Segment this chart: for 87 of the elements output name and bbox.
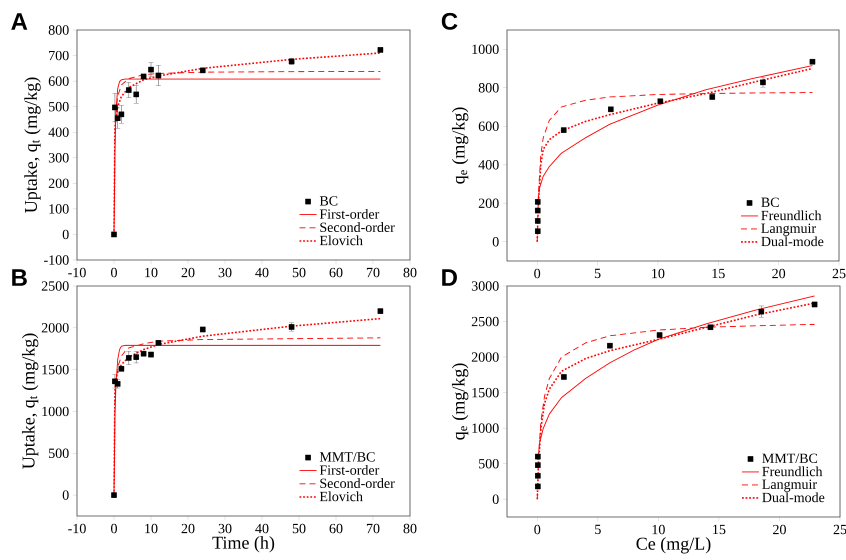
y-tick-label: 0 — [62, 490, 69, 500]
y-tick-label: 1500 — [42, 364, 69, 374]
x-axis-title: Ce (mg/L) — [636, 537, 710, 554]
x-tick-label: 80 — [404, 524, 416, 534]
text: C — [442, 12, 458, 30]
y-tick-label: 200 — [48, 178, 69, 188]
y-axis-title: q$_{e}$ (mg/kg) — [452, 107, 468, 184]
y-axis-title: Uptake, q$_{t}$ (mg/kg) — [22, 334, 38, 469]
x-tick-label: 10 — [652, 268, 664, 278]
x-tick-label: 20 — [182, 524, 194, 534]
y-tick-label: 400 — [48, 127, 69, 137]
legend-label: Freundlich — [762, 466, 822, 476]
x-tick-label: 10 — [145, 268, 158, 278]
x-tick-label: 15 — [713, 524, 726, 534]
y-tick-label: 0 — [492, 494, 499, 504]
legend-label: Second-order — [320, 478, 395, 488]
y-tick-label: 1000 — [472, 44, 499, 54]
y-tick-label: 100 — [49, 204, 69, 214]
x-tick-label: 20 — [773, 524, 786, 534]
legend-label: Dual-mode — [762, 492, 824, 502]
x-axis-title: Time (h) — [212, 536, 274, 552]
legend-label: Second-order — [320, 222, 395, 232]
x-tick-label: 25 — [832, 268, 846, 278]
legend-label: Elovich — [320, 235, 363, 246]
y-axis-title: q$_{e}$ (mg/kg) — [452, 363, 468, 440]
y-tick-label: 1000 — [42, 406, 69, 416]
x-tick-label: 25 — [834, 524, 846, 534]
y-tick-label: 0 — [62, 230, 69, 240]
text: A — [11, 13, 28, 30]
text: B — [12, 269, 27, 286]
x-tick-label: 20 — [772, 268, 786, 278]
y-tick-label: 2000 — [42, 323, 69, 333]
legend-label: BC — [761, 198, 779, 208]
legend-label: BC — [320, 196, 338, 206]
x-tick-label: 0 — [111, 268, 117, 278]
y-tick-label: 500 — [49, 448, 69, 458]
x-tick-label: 5 — [595, 524, 601, 534]
x-tick-label: -10 — [68, 524, 86, 534]
legend-label: Langmuir — [762, 480, 817, 492]
legend-label: MMT/BC — [320, 452, 375, 462]
y-tick-label: 0 — [492, 237, 499, 246]
x-tick-label: 60 — [330, 524, 342, 534]
x-tick-label: -10 — [68, 268, 86, 278]
x-tick-label: 5 — [594, 268, 601, 278]
x-tick-label: 10 — [145, 524, 158, 534]
y-tick-label: 2500 — [42, 281, 69, 291]
x-tick-label: 15 — [712, 268, 725, 278]
x-tick-label: 30 — [218, 524, 232, 534]
x-tick-label: 30 — [218, 268, 232, 278]
y-tick-label: 500 — [479, 458, 499, 468]
x-tick-label: 50 — [292, 524, 306, 534]
x-tick-label: 10 — [652, 524, 665, 534]
y-tick-label: 200 — [478, 198, 499, 208]
y-tick-label: 800 — [48, 25, 69, 35]
y-tick-label: 500 — [49, 102, 69, 112]
x-tick-label: 50 — [292, 268, 306, 278]
x-tick-label: 0 — [534, 524, 540, 534]
y-tick-label: -100 — [44, 255, 69, 265]
legend-label: MMT/BC — [762, 454, 818, 464]
y-tick-label: 600 — [48, 76, 69, 86]
x-tick-label: 0 — [111, 524, 117, 534]
x-tick-label: 40 — [255, 524, 268, 534]
legend-label: First-order — [320, 208, 380, 219]
y-tick-label: 1500 — [472, 388, 499, 398]
x-tick-label: 60 — [330, 268, 342, 278]
text: D — [442, 269, 457, 286]
legend-label: Elovich — [320, 491, 363, 502]
legend-label: First-order — [320, 464, 380, 475]
x-tick-label: 80 — [404, 268, 416, 278]
legend-label: Dual-mode — [761, 236, 824, 246]
x-tick-label: 20 — [182, 268, 194, 278]
x-tick-label: 70 — [366, 524, 380, 534]
x-tick-label: 70 — [366, 268, 380, 278]
x-tick-label: 40 — [255, 268, 268, 278]
y-tick-label: 1000 — [472, 423, 499, 433]
y-tick-label: 800 — [478, 83, 499, 92]
y-tick-label: 600 — [478, 122, 499, 131]
y-tick-label: 3000 — [472, 281, 499, 291]
y-tick-label: 700 — [49, 50, 69, 60]
legend-label: Langmuir — [761, 224, 816, 236]
y-tick-label: 2000 — [472, 352, 499, 362]
y-tick-label: 300 — [48, 153, 69, 163]
y-axis-title: Uptake, q$_{t}$ (mg/kg) — [24, 78, 41, 213]
y-tick-label: 2500 — [472, 316, 499, 326]
y-tick-label: 400 — [478, 160, 499, 170]
x-tick-label: 0 — [534, 268, 540, 278]
legend-label: Freundlich — [761, 210, 822, 220]
